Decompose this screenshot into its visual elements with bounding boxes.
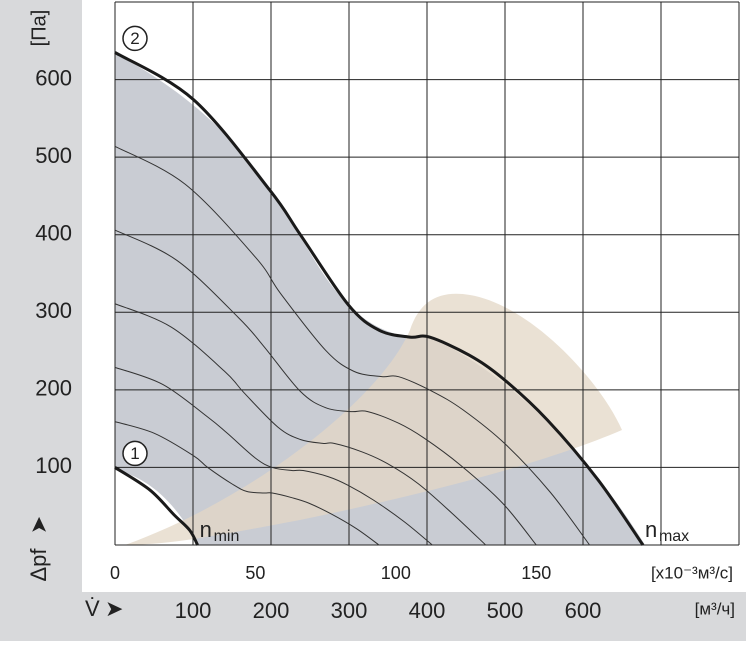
- curve-number: 2: [130, 29, 139, 48]
- x2-tick-label: 500: [487, 598, 524, 623]
- control-curve: [114, 421, 380, 546]
- y-label: Δpf: [26, 548, 51, 582]
- left-panel: [0, 0, 82, 592]
- control-curve: [114, 145, 590, 546]
- speed-curve: [114, 51, 645, 546]
- x-tick-label: 0: [110, 563, 120, 583]
- y-tick-label: 100: [35, 453, 72, 478]
- x-unit: [x10⁻³м³/с]: [651, 563, 733, 582]
- x2-tick-label: 200: [253, 598, 290, 623]
- y-tick-label: 500: [35, 143, 72, 168]
- control-curve: [114, 303, 487, 546]
- x2-tick-label: 400: [409, 598, 446, 623]
- x-tick-label: 150: [521, 563, 551, 583]
- y-arrow: ➤: [26, 516, 51, 534]
- x2-unit: [м³/ч]: [695, 599, 735, 618]
- speed-curve: [114, 466, 199, 546]
- x2-tick-label: 600: [565, 598, 602, 623]
- x2-label: V̇: [85, 596, 100, 621]
- curve-sub: max: [659, 528, 689, 545]
- curve-marker: [122, 440, 148, 467]
- y-tick-label: 600: [35, 65, 72, 90]
- x-tick-label: 100: [381, 563, 411, 583]
- x2-tick-label: 300: [331, 598, 368, 623]
- curve-sub: min: [214, 528, 240, 545]
- curve-marker: [122, 25, 148, 52]
- bottom-panel: [0, 592, 746, 641]
- y-tick-label: 200: [35, 376, 72, 401]
- x-tick-label: 50: [245, 563, 265, 583]
- x2-arrow: ➤: [105, 596, 123, 621]
- y-tick-label: 300: [35, 298, 72, 323]
- y-tick-label: 400: [35, 221, 72, 246]
- curve-n: n: [200, 517, 212, 542]
- curve-n: n: [645, 517, 657, 542]
- efficiency-region: [125, 293, 622, 545]
- curve-number: 1: [130, 444, 139, 463]
- y-unit: [Па]: [28, 10, 50, 47]
- control-curve: [114, 366, 433, 546]
- x2-tick-label: 100: [175, 598, 212, 623]
- control-curve: [114, 229, 537, 546]
